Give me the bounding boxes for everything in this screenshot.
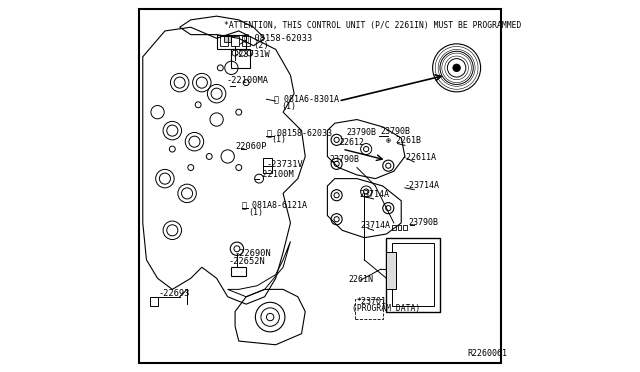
Text: 23714A: 23714A bbox=[360, 221, 390, 230]
Text: 23790B: 23790B bbox=[408, 218, 438, 227]
Text: -22652N: -22652N bbox=[228, 257, 265, 266]
Text: Ⓑ 081A8-6121A: Ⓑ 081A8-6121A bbox=[243, 200, 307, 209]
Text: *ATTENTION, THIS CONTROL UNIT (P/C 2261IN) MUST BE PROGRAMMED: *ATTENTION, THIS CONTROL UNIT (P/C 2261I… bbox=[224, 21, 522, 30]
Bar bbox=[232, 49, 250, 68]
Text: -22693: -22693 bbox=[158, 289, 190, 298]
Text: -23731V: -23731V bbox=[266, 160, 303, 169]
Text: -23714A: -23714A bbox=[405, 181, 440, 190]
Bar bbox=[150, 297, 157, 306]
Text: Ⓑ 08158-62033: Ⓑ 08158-62033 bbox=[268, 128, 332, 137]
Bar bbox=[392, 243, 435, 306]
Bar bbox=[387, 238, 440, 311]
Text: -23731W: -23731W bbox=[233, 51, 270, 60]
Text: 23714A: 23714A bbox=[360, 190, 390, 199]
Text: 23790B: 23790B bbox=[380, 127, 410, 136]
Text: (2): (2) bbox=[253, 41, 269, 50]
Text: Ⓑ 081A6-8301A: Ⓑ 081A6-8301A bbox=[274, 95, 339, 104]
Bar bbox=[397, 225, 401, 230]
Circle shape bbox=[453, 64, 460, 71]
Bar bbox=[355, 299, 383, 319]
Text: -22690N: -22690N bbox=[234, 249, 271, 258]
Text: -22100M: -22100M bbox=[257, 170, 294, 179]
Text: ⊕ 2261B: ⊕ 2261B bbox=[387, 137, 422, 145]
Text: 22612: 22612 bbox=[339, 138, 364, 147]
Text: 23790B: 23790B bbox=[330, 155, 360, 164]
Text: 2261N: 2261N bbox=[349, 275, 374, 283]
Bar bbox=[403, 225, 407, 230]
Text: (1): (1) bbox=[281, 102, 296, 111]
Bar bbox=[232, 36, 239, 46]
Bar bbox=[220, 36, 228, 46]
Text: 22060P: 22060P bbox=[235, 142, 267, 151]
Text: -22611A: -22611A bbox=[401, 153, 436, 162]
Text: (1): (1) bbox=[271, 135, 286, 144]
Bar bbox=[392, 225, 396, 230]
Bar bbox=[232, 267, 246, 276]
Text: 23790B: 23790B bbox=[347, 128, 376, 137]
Text: -22100MA: -22100MA bbox=[226, 76, 268, 85]
Text: (PROGRAM DATA): (PROGRAM DATA) bbox=[353, 304, 420, 313]
Text: R2260061: R2260061 bbox=[468, 350, 508, 359]
Bar bbox=[243, 36, 250, 46]
Text: *23701: *23701 bbox=[356, 297, 386, 306]
Text: Ⓑ 08158-62033: Ⓑ 08158-62033 bbox=[244, 34, 312, 43]
Bar bbox=[216, 35, 246, 49]
Bar bbox=[263, 158, 272, 173]
Text: (1): (1) bbox=[248, 208, 263, 217]
Bar bbox=[387, 253, 396, 289]
Bar bbox=[224, 36, 232, 42]
